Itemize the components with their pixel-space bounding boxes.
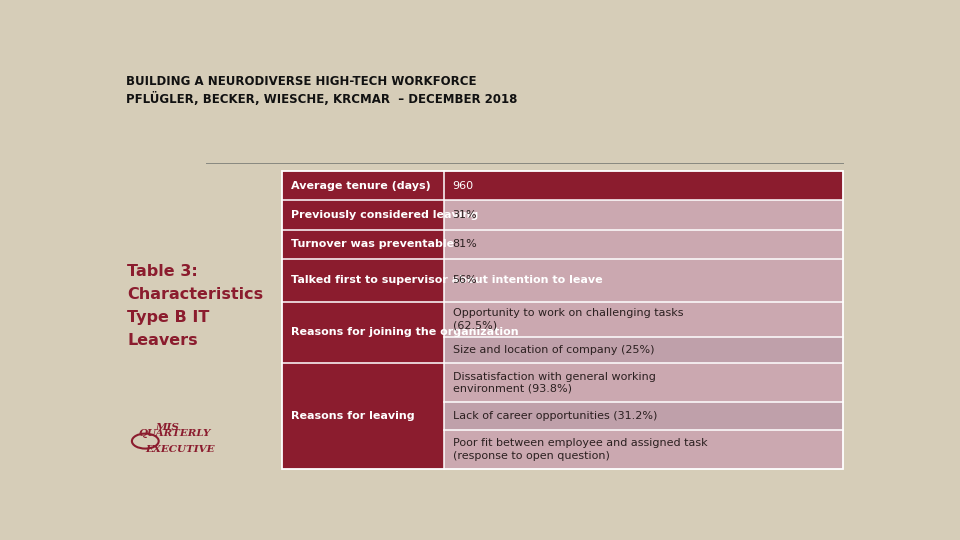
Text: Reasons for joining the organization: Reasons for joining the organization [291, 327, 518, 338]
Bar [444, 200, 843, 230]
Text: Poor fit between employee and assigned task
(response to open question): Poor fit between employee and assigned t… [452, 438, 708, 461]
Bar [282, 230, 444, 259]
Bar [444, 363, 843, 402]
Bar [282, 200, 444, 230]
Text: BUILDING A NEURODIVERSE HIGH-TECH WORKFORCE: BUILDING A NEURODIVERSE HIGH-TECH WORKFO… [126, 75, 476, 88]
Text: 31%: 31% [452, 210, 477, 220]
Text: Size and location of company (25%): Size and location of company (25%) [452, 345, 654, 355]
Bar [444, 171, 843, 200]
Text: Previously considered leaving: Previously considered leaving [291, 210, 478, 220]
Bar [444, 301, 843, 337]
Bar [444, 402, 843, 430]
Text: Reasons for leaving: Reasons for leaving [291, 411, 415, 421]
Bar [282, 259, 444, 301]
Bar [444, 259, 843, 301]
Text: Dissatisfaction with general working
environment (93.8%): Dissatisfaction with general working env… [452, 372, 656, 394]
Text: Lack of career opportunities (31.2%): Lack of career opportunities (31.2%) [452, 411, 657, 421]
Text: 81%: 81% [452, 239, 477, 249]
Text: Average tenure (days): Average tenure (days) [291, 180, 431, 191]
Text: PFLÜGLER, BECKER, WIESCHE, KRCMAR  – DECEMBER 2018: PFLÜGLER, BECKER, WIESCHE, KRCMAR – DECE… [126, 92, 517, 106]
Bar [282, 171, 444, 200]
Bar [282, 171, 843, 469]
Text: Opportunity to work on challenging tasks
(62.5%): Opportunity to work on challenging tasks… [452, 308, 684, 330]
Bar [444, 337, 843, 363]
Bar [282, 363, 444, 469]
Text: EXECUTIVE: EXECUTIVE [145, 446, 215, 454]
Bar [444, 230, 843, 259]
Bar [282, 301, 444, 363]
Bar [444, 430, 843, 469]
Text: 56%: 56% [452, 275, 477, 285]
Text: Talked first to supervisor about intention to leave: Talked first to supervisor about intenti… [291, 275, 603, 285]
Text: Table 3:
Characteristics
Type B IT
Leavers: Table 3: Characteristics Type B IT Leave… [128, 264, 264, 348]
Text: QUARTERLY: QUARTERLY [138, 429, 211, 438]
Text: Turnover was preventable: Turnover was preventable [291, 239, 454, 249]
Text: MIS: MIS [156, 422, 180, 431]
Text: 960: 960 [452, 180, 473, 191]
